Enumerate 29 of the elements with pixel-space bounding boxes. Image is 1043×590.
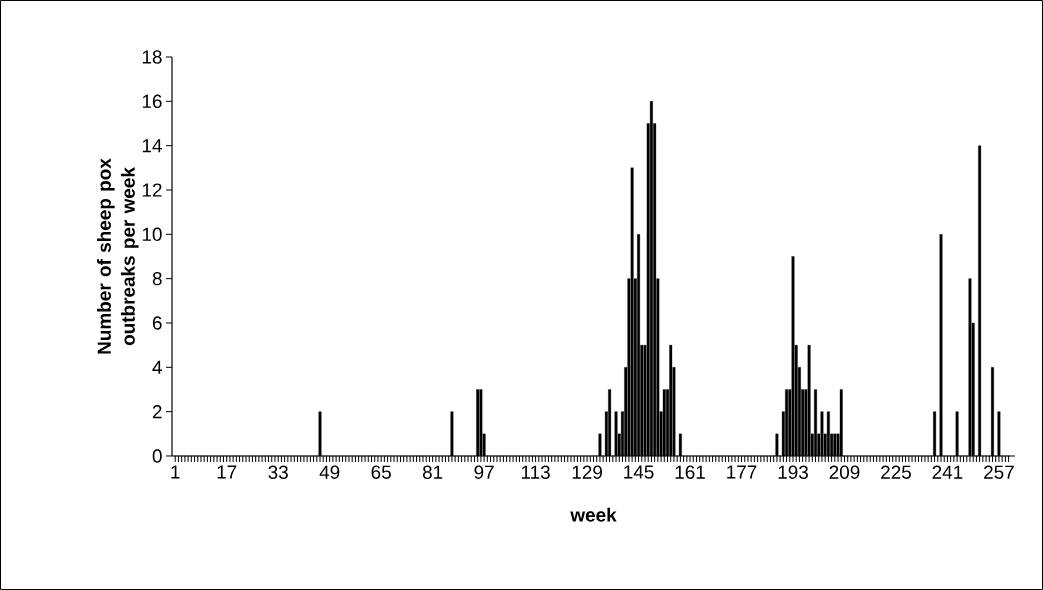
x-tick-label: 81	[422, 465, 443, 479]
x-tick-label: 241	[932, 465, 963, 479]
x-tick-label: 65	[371, 465, 391, 479]
x-axis-title: week	[570, 507, 617, 522]
x-tick-label: 97	[474, 465, 494, 479]
x-tick-label: 1	[171, 465, 180, 479]
y-tick-label: 2	[152, 405, 162, 419]
y-tick-label: 10	[142, 227, 162, 242]
x-tick-label: 17	[217, 465, 237, 479]
x-tick-label: 225	[881, 465, 911, 479]
x-tick-label: 209	[829, 465, 860, 479]
x-tick-label: 161	[675, 465, 705, 479]
y-tick-label: 18	[142, 50, 162, 64]
y-tick-label: 0	[152, 449, 162, 463]
x-tick-label: 129	[572, 465, 602, 479]
x-tick-label: 257	[984, 465, 1014, 479]
x-tick-label: 145	[624, 465, 654, 479]
y-tick-label: 16	[142, 94, 162, 109]
x-tick-label: 113	[521, 465, 550, 479]
y-tick-label: 14	[142, 139, 162, 153]
y-tick-label: 6	[152, 316, 162, 330]
y-axis-title: Number of sheep pox outbreaks per week	[97, 158, 139, 354]
y-tick-label: 8	[152, 271, 162, 286]
x-tick-label: 177	[727, 465, 757, 479]
x-tick-label: 49	[319, 465, 340, 479]
y-tick-label: 12	[142, 183, 162, 197]
x-tick-label: 33	[268, 465, 288, 479]
y-tick-label: 4	[152, 360, 162, 374]
x-tick-label: 193	[778, 465, 808, 479]
